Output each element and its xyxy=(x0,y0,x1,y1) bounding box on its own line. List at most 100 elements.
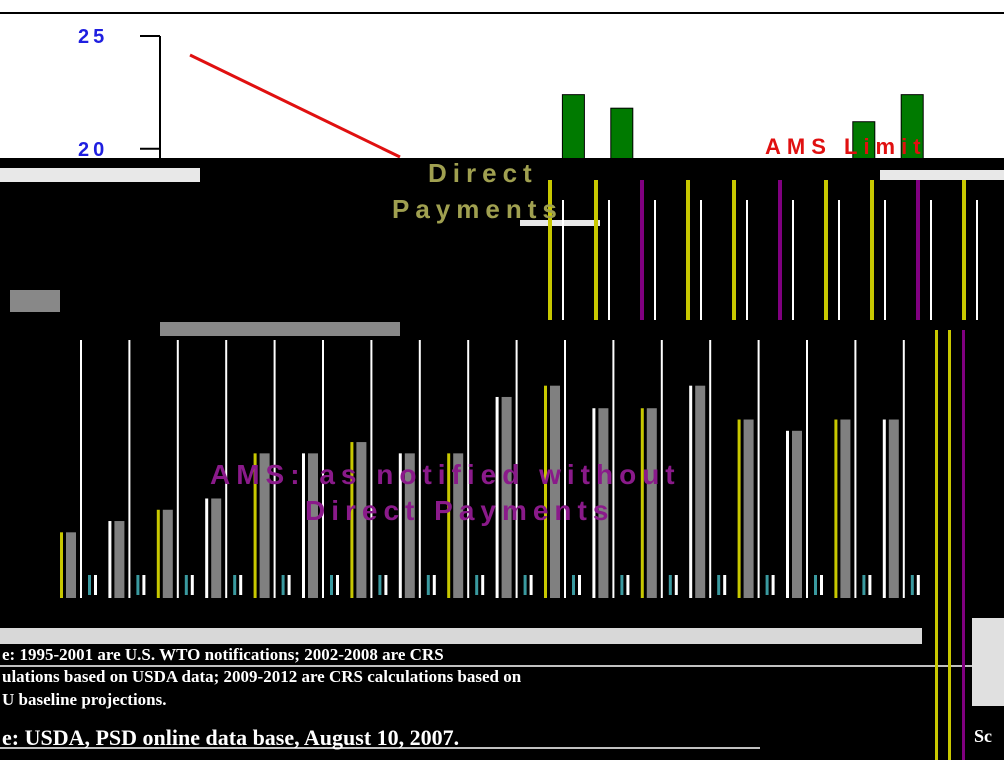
glitch-stripe-thin xyxy=(176,340,179,598)
glitch-tick xyxy=(426,575,430,595)
glitch-stripe-upper-thin xyxy=(700,200,702,320)
ams-limit-label: AMS Limit xyxy=(765,134,927,159)
glitch-tick xyxy=(239,575,243,595)
glitch-stripe xyxy=(689,385,693,598)
glitch-stripe-upper-thin xyxy=(654,200,656,320)
glitch-stripe-upper-thin xyxy=(562,200,564,320)
glitch-stripe xyxy=(156,509,160,598)
note-line-1: e: 1995-2001 are U.S. WTO notifications;… xyxy=(2,645,444,664)
glitch-stripe-upper-thin xyxy=(930,200,932,320)
glitch-tick xyxy=(572,575,575,595)
glitch-stripe-thin xyxy=(612,340,615,598)
glitch-tick xyxy=(668,575,672,595)
glitch-stripe-upper xyxy=(548,180,552,320)
bar-gray xyxy=(840,419,851,598)
glitch-stripe-upper-thin xyxy=(884,200,886,320)
glitch-tick xyxy=(94,575,97,595)
glitch-stripe-thin xyxy=(128,340,131,598)
glitch-tick xyxy=(814,575,817,595)
glitch-tick xyxy=(142,575,146,595)
glitch-stripe-thin xyxy=(225,340,228,598)
glitch-stripe xyxy=(592,408,596,598)
glitch-stripe-thin xyxy=(80,340,82,598)
glitch-stripe-thin xyxy=(660,340,663,598)
glitch-stripe-upper xyxy=(732,180,736,320)
bar-gray xyxy=(404,453,415,598)
glitch-stripe-thin xyxy=(370,340,373,598)
bar-gray xyxy=(646,408,657,598)
glitch-stripe-thin xyxy=(709,340,712,598)
glitch-stripe-thin xyxy=(273,340,276,598)
glitch-tick xyxy=(529,575,533,595)
glitch-bars xyxy=(60,180,978,598)
y-tick-label: 25 xyxy=(78,26,108,48)
glitch-stripe-thin xyxy=(902,340,905,598)
glitch-stripe xyxy=(108,521,112,598)
glitch-stripe-thin xyxy=(806,340,808,598)
glitch-tick xyxy=(287,575,291,595)
glitch-stripe xyxy=(544,385,547,598)
glitch-tick xyxy=(765,575,769,595)
glitch-stripe xyxy=(447,453,451,598)
bar-gray xyxy=(743,419,754,598)
glitch-stripe xyxy=(350,442,354,598)
glitch-tick xyxy=(916,575,920,595)
glitch-tick xyxy=(620,575,624,595)
glitch-strip-right xyxy=(880,170,1004,180)
glitch-stripe xyxy=(302,453,305,598)
bar-gray xyxy=(259,453,270,598)
corner-box xyxy=(972,618,1004,706)
glitch-tick xyxy=(723,575,727,595)
glitch-tick xyxy=(578,575,581,595)
glitch-stripe xyxy=(786,430,789,598)
glitch-tick xyxy=(674,575,678,595)
glitch-stripe-upper xyxy=(640,180,644,320)
glitch-tick xyxy=(523,575,527,595)
glitch-tick xyxy=(190,575,194,595)
glitch-stripe-upper-thin xyxy=(608,200,610,320)
note-line-3: U baseline projections. xyxy=(2,690,167,709)
bar-gray xyxy=(501,396,512,598)
right-rule-2 xyxy=(948,330,951,760)
bar-gray xyxy=(598,408,609,598)
glitch-stripe xyxy=(205,498,209,598)
glitch-stripe-thin xyxy=(515,340,518,598)
ams-pointer-line xyxy=(189,53,401,159)
glitch-stripe-thin xyxy=(322,340,324,598)
bar-gray xyxy=(888,419,899,598)
y-tick-label: 20 xyxy=(78,139,108,161)
bar-gray xyxy=(695,385,706,598)
glitch-stripe xyxy=(398,453,402,598)
glitch-tick xyxy=(717,575,721,595)
right-rule-3 xyxy=(962,330,965,760)
right-rule-1 xyxy=(935,330,938,760)
glitch-tick xyxy=(862,575,866,595)
source-line: e: USDA, PSD online data base, August 10… xyxy=(2,725,459,750)
glitch-stripe xyxy=(495,396,499,598)
bar-gray xyxy=(162,509,173,598)
glitch-stripe-thin xyxy=(467,340,470,598)
direct-payments-label-1: Direct xyxy=(428,158,538,188)
glitch-stripe-thin xyxy=(854,340,857,598)
glitch-tick xyxy=(88,575,91,595)
glitch-stripe-upper xyxy=(962,180,966,320)
glitch-stripe-upper xyxy=(594,180,598,320)
bar-gray xyxy=(453,453,464,598)
glitch-stripe-upper xyxy=(870,180,874,320)
glitch-stripe-thin xyxy=(757,340,760,598)
glitch-tick xyxy=(626,575,630,595)
glitch-tick xyxy=(384,575,388,595)
glitch-stripe-upper xyxy=(686,180,690,320)
glitch-strip-gray-2 xyxy=(160,322,400,336)
glitch-stripe-upper-thin xyxy=(976,200,978,320)
glitch-stripe-thin xyxy=(418,340,421,598)
glitch-stripe-upper xyxy=(824,180,828,320)
glitch-stripe-upper-thin xyxy=(746,200,748,320)
bar-gray xyxy=(356,442,367,598)
glitch-tick xyxy=(771,575,775,595)
notes-background xyxy=(0,598,1004,760)
bar-gray xyxy=(66,532,76,598)
glitch-tick xyxy=(481,575,485,595)
corner-label: Sc xyxy=(974,726,992,746)
